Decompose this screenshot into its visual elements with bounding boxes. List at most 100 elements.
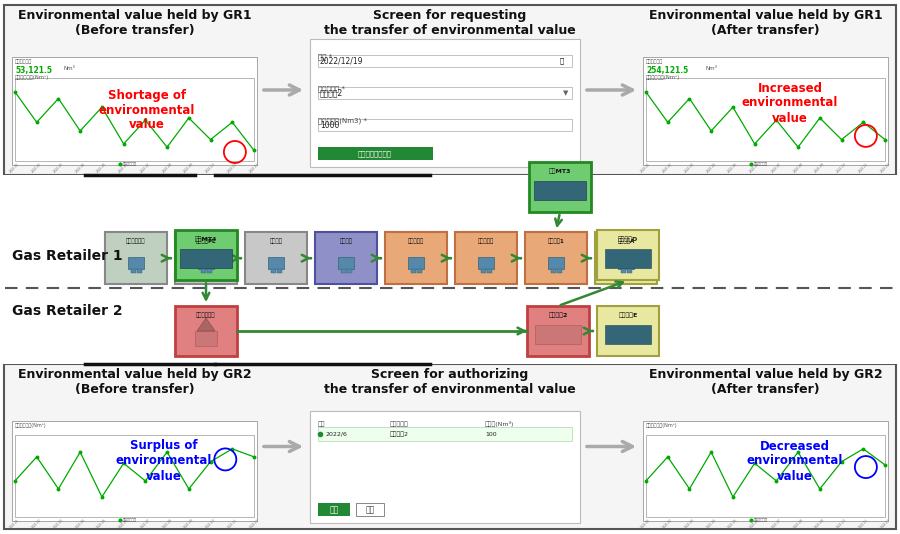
Polygon shape [197, 318, 215, 331]
Text: 2022-11: 2022-11 [227, 162, 239, 174]
Text: 天然ガスPL: 天然ガスPL [196, 238, 216, 244]
Text: 2022-10: 2022-10 [204, 162, 216, 174]
Text: ガス顿客E: ガス顿客E [618, 312, 637, 318]
Bar [268, 257, 284, 269]
Text: 2022-02: 2022-02 [31, 518, 42, 530]
Bar [385, 232, 447, 284]
Bar [347, 269, 352, 273]
Text: Shortage of
environmental
value: Shortage of environmental value [99, 89, 195, 131]
Text: 環境価値残高(Nm³): 環境価値残高(Nm³) [15, 75, 50, 80]
Bar [318, 119, 572, 131]
Bar [478, 257, 494, 269]
Bar [271, 269, 276, 273]
Text: Screen for requesting
the transfer of environmental value: Screen for requesting the transfer of en… [324, 9, 576, 37]
Bar [557, 269, 562, 273]
Text: 2022-04: 2022-04 [706, 518, 717, 530]
Text: 2022-07: 2022-07 [770, 162, 782, 174]
Bar [455, 232, 517, 284]
Text: Surplus of
environmental
value: Surplus of environmental value [116, 439, 212, 483]
Text: 2022-11: 2022-11 [858, 162, 869, 174]
Bar [195, 331, 217, 346]
Text: Gas Retailer 1: Gas Retailer 1 [12, 249, 122, 263]
Text: 2022-10: 2022-10 [836, 162, 848, 174]
Bar [356, 503, 384, 516]
Text: 海外天然ガス: 海外天然ガス [126, 238, 146, 244]
Bar [207, 269, 212, 273]
Bar [341, 269, 346, 273]
Text: ガス顿客A: ガス顿客A [617, 238, 634, 244]
Text: ガス導管2: ガス導管2 [548, 312, 568, 318]
Bar [15, 435, 254, 517]
Bar [408, 257, 424, 269]
Text: 2022-07: 2022-07 [770, 518, 782, 530]
Text: Environmental value held by GR2
(Before transfer): Environmental value held by GR2 (Before … [18, 368, 251, 396]
Text: 小方嘉景2: 小方嘉景2 [390, 431, 409, 437]
Text: 2022-03: 2022-03 [52, 162, 64, 174]
Text: 2022-08: 2022-08 [161, 162, 173, 174]
Text: 承認: 承認 [329, 505, 338, 514]
Text: 転送先科目 *: 転送先科目 * [318, 85, 345, 92]
Text: 2022-01: 2022-01 [9, 162, 21, 174]
Text: Environmental value held by GR2
(After transfer): Environmental value held by GR2 (After t… [649, 368, 882, 396]
Bar [548, 257, 564, 269]
Bar [4, 364, 896, 529]
Bar [4, 5, 896, 175]
Bar [595, 232, 657, 284]
Text: Increased
environmental
value: Increased environmental value [742, 82, 838, 124]
Text: 2022-06: 2022-06 [749, 162, 760, 174]
Bar [137, 269, 142, 273]
Text: 2022-02: 2022-02 [662, 162, 673, 174]
Text: タンク豪蔵: タンク豪蔵 [408, 238, 424, 244]
Text: 海上輸送: 海上輸送 [339, 238, 353, 244]
Text: 2022-04: 2022-04 [706, 162, 717, 174]
Text: 2022-09: 2022-09 [814, 518, 825, 530]
Text: Screen for authorizing
the transfer of environmental value: Screen for authorizing the transfer of e… [324, 368, 576, 396]
Text: 2022/12/19: 2022/12/19 [320, 57, 364, 66]
Bar [535, 325, 581, 343]
Text: 転送先科目: 転送先科目 [390, 421, 409, 427]
Bar [201, 269, 206, 273]
Bar [128, 257, 144, 269]
Text: 2022-11: 2022-11 [227, 518, 239, 530]
Text: 却下: 却下 [365, 505, 374, 514]
Bar [417, 269, 422, 273]
Bar [551, 269, 556, 273]
Bar [643, 57, 888, 165]
Text: 2022-03: 2022-03 [52, 518, 64, 530]
Text: 2022-07: 2022-07 [140, 162, 151, 174]
Bar [245, 232, 307, 284]
Bar [627, 269, 632, 273]
Text: 転送量(Nm³): 転送量(Nm³) [485, 421, 515, 427]
Bar [618, 257, 634, 269]
Text: 2022-11: 2022-11 [858, 518, 869, 530]
Text: 📅: 📅 [560, 58, 564, 64]
Text: 2022-12: 2022-12 [879, 518, 891, 530]
Text: 国内MT4: 国内MT4 [194, 237, 217, 242]
Text: Nm³: Nm³ [705, 66, 717, 71]
Bar [318, 147, 433, 160]
Bar [318, 55, 572, 67]
Text: Environmental value held by GR1
(Before transfer): Environmental value held by GR1 (Before … [18, 9, 251, 37]
Bar [527, 306, 589, 356]
Text: 環境価値移転申請: 環境価値移転申請 [358, 150, 392, 157]
Text: Decreased
environmental
value: Decreased environmental value [747, 439, 843, 483]
Bar [15, 78, 254, 161]
Bar [105, 232, 167, 284]
Text: 国内MT3: 国内MT3 [549, 168, 572, 174]
Text: 環境価値残高(Nm³): 環境価値残高(Nm³) [646, 423, 678, 428]
Text: Nm³: Nm³ [64, 66, 76, 71]
Bar [315, 232, 377, 284]
Bar [605, 249, 651, 268]
Text: 2022-10: 2022-10 [836, 518, 848, 530]
Text: 環境価値残高: 環境価値残高 [646, 59, 663, 64]
Bar [277, 269, 282, 273]
Bar [338, 257, 354, 269]
Text: 2022-06: 2022-06 [749, 518, 760, 530]
Text: 2022-05: 2022-05 [96, 162, 108, 174]
Text: 日付: 日付 [318, 421, 326, 427]
Text: 2022-03: 2022-03 [684, 518, 696, 530]
Text: 2022-01: 2022-01 [640, 518, 652, 530]
Text: 2022-09: 2022-09 [183, 518, 194, 530]
Text: 2022-04: 2022-04 [75, 518, 86, 530]
Text: 2022-02: 2022-02 [662, 518, 673, 530]
